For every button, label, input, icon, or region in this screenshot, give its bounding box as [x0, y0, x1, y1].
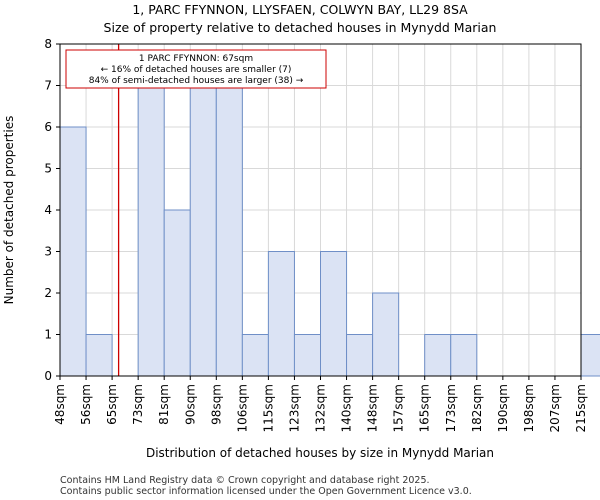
x-tick-label-132sqm: 132sqm — [314, 384, 328, 432]
bar-165sqm — [424, 334, 452, 377]
y-tick-label-0: 0 — [44, 369, 52, 383]
x-tick-label-90sqm: 90sqm — [183, 384, 197, 425]
x-tick-label-123sqm: 123sqm — [287, 384, 301, 432]
y-tick-label-7: 7 — [44, 79, 52, 93]
chart-subtitle: Size of property relative to detached ho… — [104, 20, 497, 35]
bar-173sqm — [450, 334, 478, 377]
footer-line-1: Contains HM Land Registry data © Crown c… — [60, 475, 430, 486]
x-tick-label-106sqm: 106sqm — [235, 384, 249, 432]
chart-title: 1, PARC FFYNNON, LLYSFAEN, COLWYN BAY, L… — [132, 2, 468, 17]
bar-73sqm — [137, 85, 165, 377]
x-tick-label-98sqm: 98sqm — [209, 384, 223, 425]
x-tick-label-157sqm: 157sqm — [392, 384, 406, 432]
annotation-line-1: 1 PARC FFYNNON: 67sqm — [139, 54, 253, 64]
y-tick-label-2: 2 — [44, 286, 52, 300]
annotation-box — [65, 49, 327, 89]
x-tick-label-48sqm: 48sqm — [53, 384, 67, 425]
x-tick-label-81sqm: 81sqm — [157, 384, 171, 425]
annotation: 1 PARC FFYNNON: 67sqm ← 16% of detached … — [65, 49, 327, 89]
annotation-line-2: ← 16% of detached houses are smaller (7) — [101, 65, 292, 75]
bar-90sqm — [189, 85, 217, 377]
y-axis-label: Number of detached properties — [2, 116, 16, 305]
x-ticks: 48sqm 56sqm 65sqm 73sqm 81sqm 90sqm 98sqm 106sq… — [53, 376, 588, 432]
x-tick-label-173sqm: 173sqm — [444, 384, 458, 432]
bar-140sqm — [346, 334, 374, 377]
bar-106sqm — [241, 334, 269, 377]
bar-215sqm — [580, 334, 600, 377]
x-tick-label-140sqm: 140sqm — [340, 384, 354, 432]
bar-148sqm — [372, 292, 400, 377]
x-tick-label-190sqm: 190sqm — [496, 384, 510, 432]
x-tick-label-198sqm: 198sqm — [522, 384, 536, 432]
bars — [59, 85, 600, 377]
x-tick-label-65sqm: 65sqm — [105, 384, 119, 425]
y-tick-label-3: 3 — [44, 245, 52, 259]
y-tick-label-1: 1 — [44, 328, 52, 342]
bar-81sqm — [163, 209, 191, 377]
x-tick-label-215sqm: 215sqm — [574, 384, 588, 432]
bar-48sqm — [59, 126, 87, 377]
x-tick-label-165sqm: 165sqm — [418, 384, 432, 432]
bar-56sqm — [85, 334, 113, 377]
y-tick-label-8: 8 — [44, 37, 52, 51]
bar-132sqm — [320, 251, 348, 377]
x-tick-label-207sqm: 207sqm — [548, 384, 562, 432]
x-tick-label-56sqm: 56sqm — [79, 384, 93, 425]
x-axis-label: Distribution of detached houses by size … — [146, 446, 494, 460]
y-tick-label-5: 5 — [44, 162, 52, 176]
bar-123sqm — [293, 334, 322, 377]
x-tick-label-148sqm: 148sqm — [366, 384, 380, 432]
footer-line-2: Contains public sector information licen… — [60, 486, 472, 497]
annotation-line-3: 84% of semi-detached houses are larger (… — [89, 76, 304, 86]
y-ticks: 0 1 2 3 4 5 6 7 8 — [44, 37, 60, 383]
bar-115sqm — [267, 251, 295, 377]
x-tick-label-182sqm: 182sqm — [470, 384, 484, 432]
x-tick-label-73sqm: 73sqm — [131, 384, 145, 425]
bar-98sqm — [215, 85, 243, 377]
y-tick-label-6: 6 — [44, 120, 52, 134]
x-tick-label-115sqm: 115sqm — [261, 384, 275, 432]
y-tick-label-4: 4 — [44, 203, 52, 217]
